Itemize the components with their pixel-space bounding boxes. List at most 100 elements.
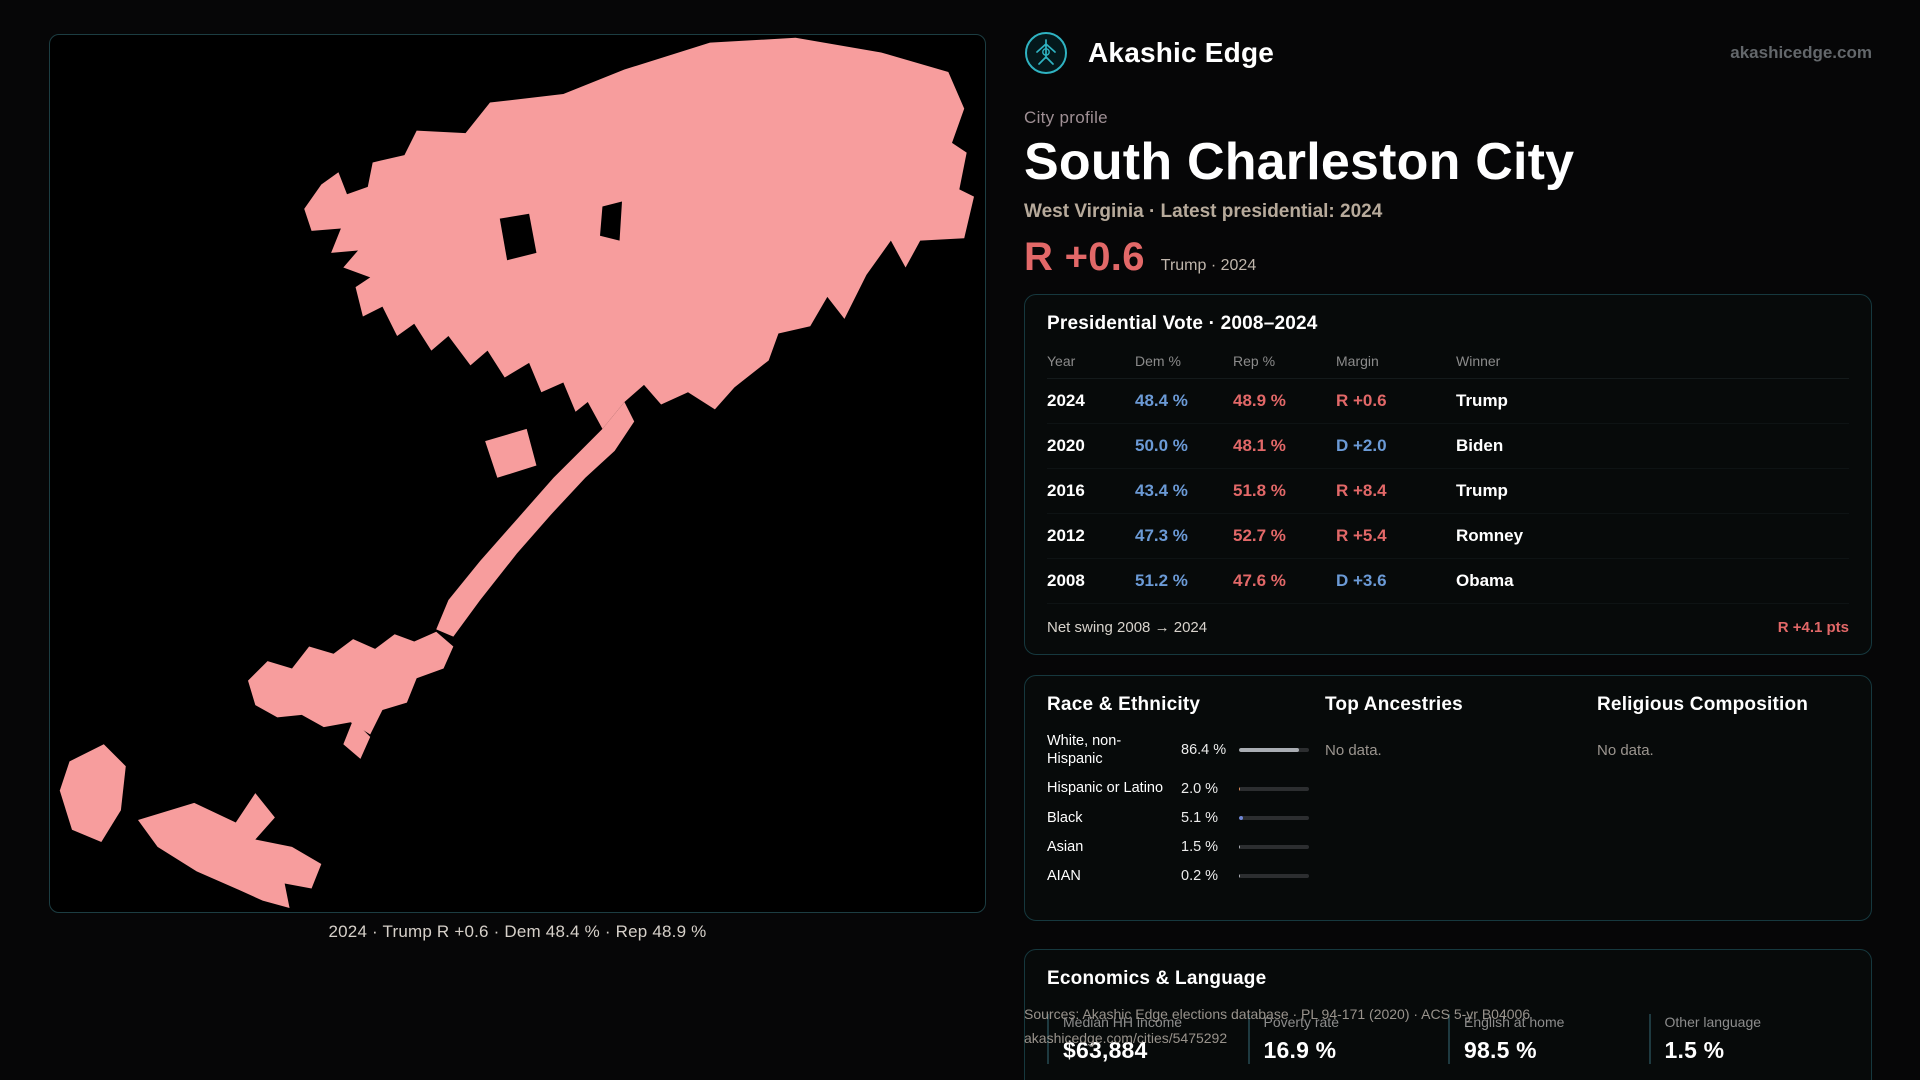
economics-stats: Median HH income $63,884 Poverty rate 16…	[1047, 1014, 1850, 1065]
column-header-dem: Dem %	[1135, 345, 1233, 380]
footer-sources: Sources: Akashic Edge elections database…	[1024, 1002, 1530, 1050]
akashic-edge-logo-icon	[1025, 32, 1067, 74]
city-shape-mid-tail	[343, 719, 371, 759]
demographics-card: Race & Ethnicity White, non-Hispanic 86.…	[1024, 675, 1872, 922]
app-header: Akashic Edge akashicedge.com	[1024, 30, 1872, 76]
race-label: Hispanic or Latino	[1047, 780, 1164, 797]
headline-margin-value: R +0.6	[1024, 235, 1145, 280]
race-label: Asian	[1047, 838, 1084, 855]
race-row: Asian 1.5 %	[1047, 838, 1325, 856]
page-eyebrow: City profile	[1024, 108, 1108, 127]
table-row-year: 2008	[1047, 559, 1135, 605]
table-row-rep: 51.8 %	[1233, 469, 1336, 515]
stat-label: Other language	[1664, 1014, 1762, 1031]
city-shape-hole-2	[600, 201, 622, 241]
table-row-margin: D +3.6	[1336, 559, 1456, 605]
stat-label: English at home	[1464, 1014, 1565, 1031]
table-row-rep: 47.6 %	[1233, 559, 1336, 605]
table-row-margin: R +0.6	[1336, 379, 1456, 425]
city-shape-west-blob	[59, 744, 126, 842]
city-shape-mid-cluster	[248, 631, 454, 735]
table-row-winner: Trump	[1456, 379, 1849, 425]
table-row-rep: 52.7 %	[1233, 514, 1336, 560]
stat-label: Poverty rate	[1263, 1014, 1339, 1031]
column-header-rep: Rep %	[1233, 345, 1336, 380]
stat-value: $63,884	[1063, 1037, 1148, 1064]
economics-title: Economics & Language	[1047, 968, 1267, 990]
presidential-vote-table: Year Dem % Rep % Margin Winner 2024 48.4…	[1047, 345, 1849, 605]
table-row-year: 2012	[1047, 514, 1135, 560]
table-row-margin: R +5.4	[1336, 514, 1456, 560]
table-row-dem: 47.3 %	[1135, 514, 1233, 560]
race-row: White, non-Hispanic 86.4 %	[1047, 732, 1325, 768]
table-row-year: 2020	[1047, 424, 1135, 470]
race-bar	[1239, 873, 1309, 878]
brand-name: Akashic Edge	[1088, 37, 1275, 68]
table-row-rep: 48.9 %	[1233, 379, 1336, 425]
table-row-winner: Biden	[1456, 424, 1849, 470]
stat-median-income: Median HH income $63,884	[1047, 1014, 1248, 1065]
sources-line: Sources: Akashic Edge elections database…	[1024, 1006, 1531, 1022]
stat-poverty-rate: Poverty rate 16.9 %	[1247, 1014, 1449, 1065]
brand-domain-link[interactable]: akashicedge.com	[1730, 43, 1872, 62]
net-swing-value: R +4.1 pts	[1777, 619, 1849, 637]
race-bar-fill	[1239, 844, 1241, 849]
column-header-winner: Winner	[1456, 345, 1849, 380]
net-swing-label: Net swing 2008 → 2024	[1047, 619, 1208, 637]
stat-value: 1.5 %	[1664, 1037, 1725, 1064]
economics-card: Economics & Language Median HH income $6…	[1024, 949, 1872, 1080]
stat-english-at-home: English at home 98.5 %	[1448, 1014, 1649, 1065]
table-row-winner: Trump	[1456, 469, 1849, 515]
race-value: 1.5 %	[1181, 838, 1219, 855]
race-bar	[1239, 748, 1309, 753]
page-subtitle: West Virginia · Latest presidential: 202…	[1024, 201, 1383, 223]
race-row: Hispanic or Latino 2.0 %	[1047, 779, 1325, 797]
net-swing-row: Net swing 2008 → 2024 R +4.1 pts	[1047, 604, 1849, 636]
race-label: AIAN	[1047, 867, 1081, 884]
ancestries-section: Top Ancestries No data.	[1325, 694, 1597, 896]
race-bar	[1239, 844, 1309, 849]
table-row-dem: 48.4 %	[1135, 379, 1233, 425]
race-bar	[1239, 815, 1309, 820]
map-caption: 2024 · Trump R +0.6 · Dem 48.4 % · Rep 4…	[328, 922, 707, 941]
city-shape-main	[304, 37, 974, 429]
race-value: 0.2 %	[1181, 867, 1219, 884]
presidential-vote-card: Presidential Vote · 2008–2024 Year Dem %…	[1024, 294, 1872, 656]
city-shape-hole-1	[499, 213, 537, 261]
permalink[interactable]: akashicedge.com/cities/5475292	[1024, 1030, 1228, 1046]
page-title: South Charleston City	[1024, 133, 1575, 191]
table-row-margin: D +2.0	[1336, 424, 1456, 470]
religion-section: Religious Composition No data.	[1597, 694, 1849, 896]
race-label: Black	[1047, 809, 1083, 826]
table-row-year: 2024	[1047, 379, 1135, 425]
stat-value: 98.5 %	[1464, 1037, 1537, 1064]
table-row-winner: Obama	[1456, 559, 1849, 605]
table-row-dem: 51.2 %	[1135, 559, 1233, 605]
ancestries-empty-state: No data.	[1325, 742, 1382, 760]
race-value: 2.0 %	[1181, 780, 1219, 797]
religion-title: Religious Composition	[1597, 694, 1809, 716]
religion-empty-state: No data.	[1597, 742, 1654, 760]
race-bar	[1239, 786, 1309, 791]
stat-label: Median HH income	[1063, 1014, 1183, 1031]
headline-margin-context: Trump · 2024	[1160, 257, 1257, 275]
race-ethnicity-section: Race & Ethnicity White, non-Hispanic 86.…	[1047, 694, 1325, 896]
city-map	[59, 37, 974, 908]
table-row-rep: 48.1 %	[1233, 424, 1336, 470]
race-rows: White, non-Hispanic 86.4 % Hispanic or L…	[1047, 732, 1325, 885]
stat-other-language: Other language 1.5 %	[1648, 1014, 1850, 1065]
table-row-winner: Romney	[1456, 514, 1849, 560]
presidential-vote-title: Presidential Vote · 2008–2024	[1047, 313, 1318, 335]
table-row-dem: 50.0 %	[1135, 424, 1233, 470]
race-label: White, non-Hispanic	[1047, 733, 1122, 768]
ancestries-title: Top Ancestries	[1325, 694, 1463, 716]
city-map-panel	[49, 34, 986, 913]
headline-margin: R +0.6 Trump · 2024	[1024, 235, 1872, 280]
table-row-dem: 43.4 %	[1135, 469, 1233, 515]
column-header-margin: Margin	[1336, 345, 1456, 380]
race-ethnicity-title: Race & Ethnicity	[1047, 694, 1201, 716]
stat-value: 16.9 %	[1263, 1037, 1337, 1064]
race-bar-fill	[1239, 786, 1241, 791]
race-row: AIAN 0.2 %	[1047, 867, 1325, 885]
race-value: 5.1 %	[1181, 809, 1219, 826]
